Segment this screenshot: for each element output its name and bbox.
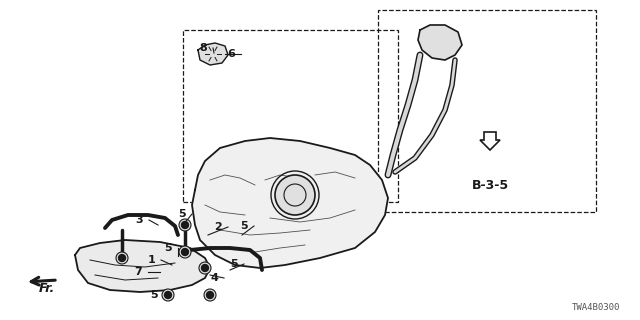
Text: 6: 6 — [227, 49, 235, 59]
Text: 3: 3 — [136, 215, 143, 225]
FancyArrow shape — [480, 132, 500, 150]
Circle shape — [199, 262, 211, 274]
Bar — [183, 30, 398, 202]
Polygon shape — [198, 43, 228, 65]
Polygon shape — [75, 240, 210, 292]
Text: 8: 8 — [199, 43, 207, 53]
Bar — [378, 10, 596, 212]
Text: 7: 7 — [134, 267, 142, 277]
Text: 5: 5 — [150, 290, 158, 300]
Text: 2: 2 — [214, 222, 222, 232]
Text: Fr.: Fr. — [39, 282, 55, 294]
Circle shape — [182, 221, 189, 228]
Circle shape — [275, 175, 315, 215]
Text: 5: 5 — [241, 221, 248, 231]
Polygon shape — [192, 138, 388, 268]
Circle shape — [204, 289, 216, 301]
Text: TWA4B0300: TWA4B0300 — [572, 303, 620, 312]
Circle shape — [116, 252, 128, 264]
Polygon shape — [418, 25, 462, 60]
Circle shape — [118, 254, 125, 261]
Circle shape — [179, 246, 191, 258]
Text: 5: 5 — [230, 259, 238, 269]
Text: 5: 5 — [164, 243, 172, 253]
Text: 4: 4 — [210, 273, 218, 283]
Circle shape — [207, 292, 214, 299]
Text: 1: 1 — [147, 255, 155, 265]
Circle shape — [179, 219, 191, 231]
Circle shape — [202, 265, 209, 271]
Circle shape — [162, 289, 174, 301]
Circle shape — [164, 292, 172, 299]
Text: B-3-5: B-3-5 — [472, 179, 509, 191]
Text: 5: 5 — [179, 209, 186, 219]
Circle shape — [182, 249, 189, 255]
